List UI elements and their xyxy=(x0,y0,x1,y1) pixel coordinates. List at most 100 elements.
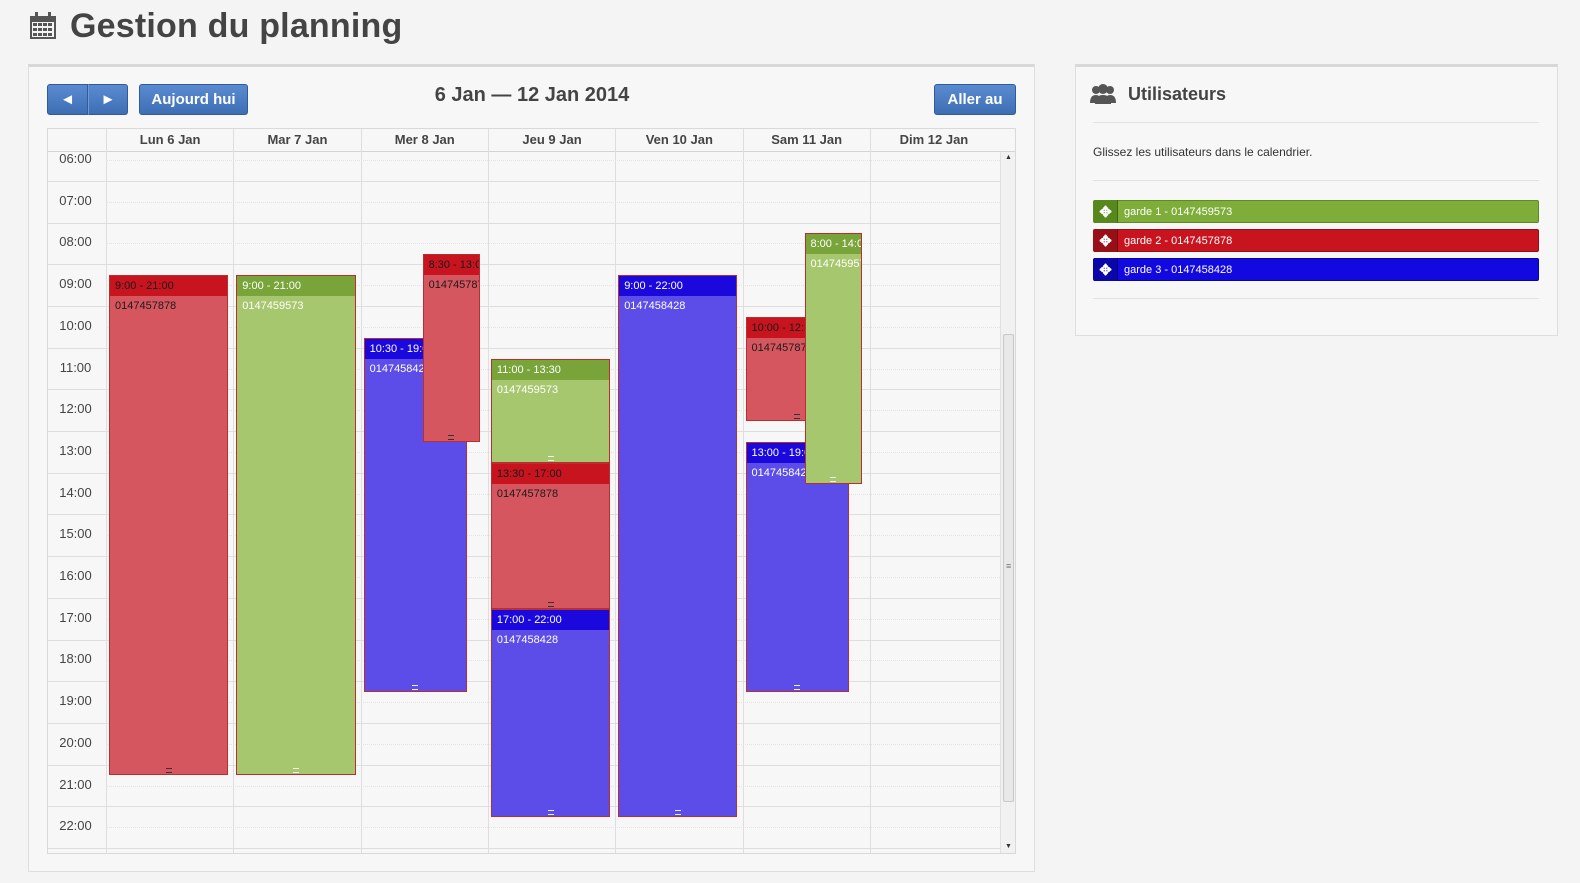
users-panel-header: Utilisateurs xyxy=(1088,83,1226,105)
hour-label: 18:00 xyxy=(59,651,92,667)
hour-gridline xyxy=(48,347,1000,349)
hour-gridline xyxy=(48,180,1000,182)
calendar-panel: ◄ ► Aujourd hui 6 Jan — 12 Jan 2014 Alle… xyxy=(28,64,1035,872)
calendar-event[interactable]: 11:00 - 13:30 0147459573 xyxy=(490,358,611,463)
resize-handle-icon[interactable] xyxy=(830,476,836,482)
hour-label: 11:00 xyxy=(59,359,92,375)
day-header: Ven 10 Jan xyxy=(615,129,742,151)
calendar-event[interactable]: 9:00 - 21:00 0147459573 xyxy=(236,275,356,776)
users-panel: Utilisateurs Glissez les utilisateurs da… xyxy=(1075,64,1558,336)
resize-handle-icon[interactable] xyxy=(547,810,554,816)
hour-label: 07:00 xyxy=(59,192,92,208)
event-time: 17:00 - 22:00 xyxy=(491,609,610,630)
calendar-range-title: 6 Jan — 12 Jan 2014 xyxy=(434,84,630,106)
draggable-user[interactable]: ✥ garde 1 - 0147459573 xyxy=(1093,200,1539,223)
move-icon[interactable]: ✥ xyxy=(1094,229,1118,252)
hour-label: 22:00 xyxy=(59,818,92,834)
day-header: Sam 11 Jan xyxy=(742,129,870,151)
event-phone: 0147459573 xyxy=(242,300,304,313)
day-column-divider xyxy=(233,129,235,853)
day-header: Mar 7 Jan xyxy=(233,129,360,151)
resize-handle-icon[interactable] xyxy=(794,685,800,691)
resize-handle-icon[interactable] xyxy=(794,414,800,420)
scroll-grip-icon: ≡ xyxy=(1006,561,1012,571)
day-column-divider xyxy=(360,129,362,853)
day-column-divider xyxy=(487,129,489,853)
hour-label: 10:00 xyxy=(59,317,92,333)
users-divider-bottom xyxy=(1093,298,1539,299)
event-phone: 0147458428 xyxy=(751,466,813,479)
half-hour-gridline xyxy=(106,326,1000,328)
grid-scrollbar[interactable]: ▲ ≡ ▼ xyxy=(1000,152,1015,853)
event-phone: 0147457878 xyxy=(428,279,479,292)
resize-handle-icon[interactable] xyxy=(292,768,299,774)
hour-gridline xyxy=(48,305,1000,307)
calendar-event[interactable]: 13:30 - 17:00 0147457878 xyxy=(490,462,611,609)
event-phone: 0147458428 xyxy=(369,362,431,375)
day-column-divider xyxy=(106,129,107,853)
half-hour-gridline xyxy=(106,201,1000,203)
calendar-event[interactable]: 10:30 - 19:00 0147458428 xyxy=(363,337,467,693)
calendar-icon xyxy=(30,12,56,39)
day-column-divider xyxy=(869,129,871,853)
event-time: 9:00 - 21:00 xyxy=(237,276,355,297)
resize-handle-icon[interactable] xyxy=(448,434,455,440)
hour-label: 06:00 xyxy=(59,151,92,166)
resize-handle-icon[interactable] xyxy=(165,768,172,774)
calendar-event[interactable]: 8:00 - 14:00 0147459573 xyxy=(804,233,862,484)
hour-gridline xyxy=(48,222,1000,224)
scroll-up-icon[interactable]: ▲ xyxy=(1005,154,1012,161)
half-hour-gridline xyxy=(106,827,1000,829)
hour-label: 14:00 xyxy=(59,484,92,500)
hour-label: 16:00 xyxy=(59,568,92,583)
resize-handle-icon[interactable] xyxy=(547,601,554,607)
header-divider xyxy=(48,151,1015,152)
user-label: garde 1 - 0147459573 xyxy=(1124,205,1233,218)
day-column-divider xyxy=(615,129,617,853)
resize-handle-icon[interactable] xyxy=(674,810,681,816)
next-week-button[interactable]: ► xyxy=(88,84,128,115)
draggable-user[interactable]: ✥ garde 2 - 0147457878 xyxy=(1093,229,1539,252)
scroll-down-icon[interactable]: ▼ xyxy=(1005,843,1012,850)
half-hour-gridline xyxy=(106,160,1000,161)
hour-label: 21:00 xyxy=(59,776,92,792)
day-column-divider xyxy=(742,129,744,853)
event-time: 8:00 - 14:00 xyxy=(805,234,861,255)
half-hour-gridline xyxy=(106,285,1000,287)
calendar-event[interactable]: 9:00 - 22:00 0147458428 xyxy=(618,275,738,818)
goto-date-button[interactable]: Aller au xyxy=(934,84,1016,115)
move-icon[interactable]: ✥ xyxy=(1094,200,1118,223)
scroll-thumb[interactable]: ≡ xyxy=(1003,334,1014,802)
event-phone: 0147457878 xyxy=(751,341,813,354)
event-phone: 0147459573 xyxy=(810,258,861,271)
users-panel-title: Utilisateurs xyxy=(1128,83,1227,104)
hour-label: 08:00 xyxy=(59,234,92,250)
calendar-event[interactable]: 8:30 - 13:00 0147457878 xyxy=(422,254,480,442)
day-header: Mer 8 Jan xyxy=(360,129,488,151)
event-phone: 0147458428 xyxy=(624,300,686,313)
page-title: Gestion du planning xyxy=(70,6,403,45)
users-divider-top xyxy=(1093,122,1539,123)
week-grid[interactable]: ▲ ≡ ▼ Lun 6 Jan Mar 7 Jan Mer 8 Jan Jeu 9 J… xyxy=(47,128,1016,854)
calendar-event[interactable]: 9:00 - 21:00 0147457878 xyxy=(109,275,229,776)
calendar-event[interactable]: 17:00 - 22:00 0147458428 xyxy=(490,608,611,818)
hour-label: 12:00 xyxy=(59,401,92,417)
draggable-user[interactable]: ✥ garde 3 - 0147458428 xyxy=(1093,258,1539,281)
event-phone: 0147457878 xyxy=(115,300,177,313)
user-label: garde 3 - 0147458428 xyxy=(1124,263,1233,276)
resize-handle-icon[interactable] xyxy=(547,455,554,461)
day-header: Jeu 9 Jan xyxy=(487,129,615,151)
today-button[interactable]: Aujourd hui xyxy=(139,84,248,115)
resize-handle-icon[interactable] xyxy=(412,685,419,691)
hour-label: 13:00 xyxy=(59,442,92,458)
hour-gridline xyxy=(48,264,1000,266)
hour-label: 17:00 xyxy=(59,609,92,625)
event-time: 8:30 - 13:00 xyxy=(423,255,479,276)
users-icon xyxy=(1090,84,1116,104)
event-phone: 0147457878 xyxy=(496,487,559,500)
event-time: 9:00 - 21:00 xyxy=(110,276,228,297)
users-description: Glissez les utilisateurs dans le calendr… xyxy=(1093,145,1313,159)
move-icon[interactable]: ✥ xyxy=(1094,258,1118,281)
prev-week-button[interactable]: ◄ xyxy=(47,84,88,115)
event-phone: 0147459573 xyxy=(496,383,559,396)
